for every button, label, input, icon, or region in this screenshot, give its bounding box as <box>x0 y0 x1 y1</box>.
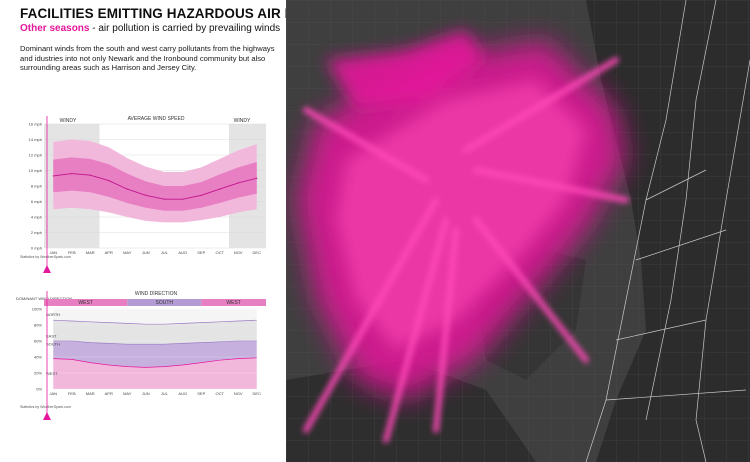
direction-band-1 <box>53 357 257 389</box>
wind-direction-source: Statistics by WeatherSpark.com <box>20 405 71 409</box>
speed-xtick-label: MAR <box>86 250 95 255</box>
pollution-streaks <box>303 57 629 443</box>
speed-xtick-label: OCT <box>216 250 225 255</box>
direction-band-3 <box>53 320 257 345</box>
subtitle-accent: Other seasons <box>20 23 90 34</box>
speed-average-line <box>53 173 257 200</box>
speed-ytick-label: 0 mph <box>31 245 42 250</box>
wind-speed-source: Statistics by WeatherSpark.com <box>20 255 71 259</box>
speed-ytick-label: 4 mph <box>31 214 42 219</box>
speed-band-inner <box>53 157 257 211</box>
speed-ytick-label: 8 mph <box>31 183 42 188</box>
triangle-marker-icon <box>43 265 51 273</box>
speed-xtick-label: APR <box>105 250 113 255</box>
speed-ytick-label: 14 mph <box>29 137 42 142</box>
speed-xtick-label: JUN <box>142 250 150 255</box>
wind-speed-title: AVERAGE WIND SPEED <box>128 116 185 122</box>
speed-point <box>52 175 54 177</box>
speed-point <box>145 194 147 196</box>
speed-point <box>237 182 239 184</box>
dominant-segment-label: WEST <box>78 300 92 306</box>
dominant-segment-3 <box>201 299 266 306</box>
speed-xtick-label: MAY <box>123 250 132 255</box>
speed-ytick-label: 16 mph <box>29 121 42 126</box>
speed-point <box>126 188 128 190</box>
speed-xtick-label: JUL <box>161 250 169 255</box>
direction-xtick-label: MAY <box>123 391 132 396</box>
direction-band-4 <box>53 309 257 325</box>
speed-point <box>71 173 73 175</box>
speed-xtick-label: DEC <box>253 250 262 255</box>
speed-xtick-label: NOV <box>234 250 243 255</box>
manhattan-streets <box>585 0 750 462</box>
direction-ytick-label: 0% <box>36 386 42 391</box>
direction-xtick-label: JUL <box>161 391 169 396</box>
page-subtitle: Other seasons - air pollution is carried… <box>20 23 280 34</box>
speed-xtick-label: SEP <box>197 250 205 255</box>
direction-xtick-label: DEC <box>253 391 262 396</box>
speed-point <box>163 198 165 200</box>
speed-ytick-label: 10 mph <box>29 168 42 173</box>
direction-band-label: WEST <box>46 371 58 376</box>
pollution-map <box>286 0 750 462</box>
subtitle-text: - air pollution is carried by prevailing… <box>89 23 281 34</box>
direction-xtick-label: OCT <box>216 391 225 396</box>
speed-point <box>256 177 258 179</box>
speed-point <box>219 188 221 190</box>
direction-xtick-label: FEB <box>68 391 76 396</box>
direction-ytick-label: 100% <box>32 306 43 311</box>
wind-direction-title: WIND DIRECTION <box>135 291 178 297</box>
speed-point <box>182 198 184 200</box>
pollution-map-svg <box>286 0 750 462</box>
direction-xtick-label: NOV <box>234 391 243 396</box>
direction-xtick-label: JUN <box>142 391 150 396</box>
direction-ytick-label: 60% <box>34 338 42 343</box>
speed-ytick-label: 2 mph <box>31 230 42 235</box>
windy-annotation-1: WINDY <box>60 118 77 124</box>
wind-speed-svg: AVERAGE WIND SPEED 0 mph 2 mph 4 mph 6 mph 8… <box>20 116 266 273</box>
direction-boundary-line <box>53 357 257 368</box>
wind-speed-chart: AVERAGE WIND SPEED 0 mph 2 mph 4 mph 6 mph 8… <box>16 116 272 276</box>
speed-point <box>108 179 110 182</box>
wind-direction-chart: WIND DIRECTION DOMINANT WIND DIRECTION W… <box>16 291 272 421</box>
direction-band-label: SOUTH <box>46 342 60 347</box>
wind-direction-ytitle: DOMINANT WIND DIRECTION <box>16 296 72 301</box>
pollution-plume-core <box>326 30 586 350</box>
wind-direction-svg: WIND DIRECTION DOMINANT WIND DIRECTION W… <box>16 291 266 420</box>
dominant-segment-2 <box>127 299 202 306</box>
direction-xtick-label: APR <box>105 391 113 396</box>
direction-ytick-label: 20% <box>34 370 42 375</box>
direction-band-label: EAST <box>46 334 57 339</box>
triangle-marker-icon <box>43 412 51 420</box>
speed-xtick-label: JAN <box>49 250 57 255</box>
speed-xtick-label: AUG <box>178 250 187 255</box>
direction-ytick-label: 40% <box>34 354 42 359</box>
direction-band-2 <box>53 341 257 368</box>
direction-xtick-label: AUG <box>178 391 187 396</box>
speed-xtick-label: FEB <box>68 250 76 255</box>
speed-point <box>89 174 91 176</box>
speed-ytick-label: 6 mph <box>31 199 42 204</box>
direction-boundary-line <box>53 340 257 345</box>
direction-ytick-label: 80% <box>34 322 42 327</box>
direction-boundary-line <box>53 319 257 325</box>
intro-paragraph: Dominant winds from the south and west c… <box>20 44 275 73</box>
dominant-segment-label: WEST <box>226 300 240 306</box>
windy-annotation-2: WINDY <box>234 118 251 124</box>
direction-xtick-label: SEP <box>197 391 205 396</box>
speed-ytick-label: 12 mph <box>29 152 42 157</box>
dominant-segment-1 <box>44 299 128 306</box>
direction-band-label: NORTH <box>46 312 60 317</box>
dominant-segment-label: SOUTH <box>156 300 174 306</box>
direction-xtick-label: MAR <box>86 391 95 396</box>
speed-point <box>200 194 202 196</box>
direction-xtick-label: JAN <box>49 391 57 396</box>
